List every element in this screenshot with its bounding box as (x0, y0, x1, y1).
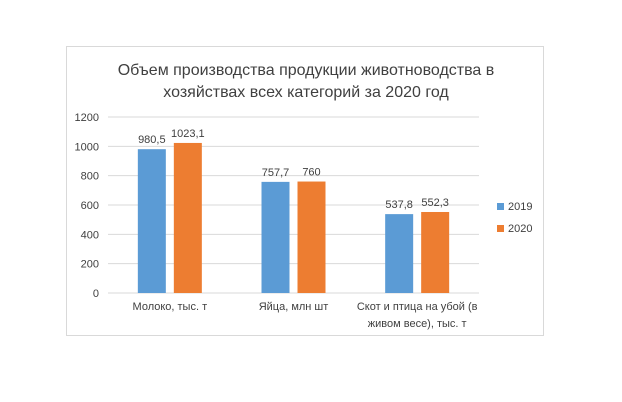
data-label-2020-0: 1023,1 (171, 128, 205, 140)
chart-title-line-1: хозяйствах всех категорий за 2020 год (163, 84, 449, 101)
y-tick-label-0: 0 (93, 288, 99, 300)
x-category-label-1-0: Яйца, млн шт (259, 301, 329, 313)
x-category-label-2-1: живом весе), тыс. т (368, 318, 467, 330)
y-tick-label-400: 400 (81, 229, 99, 241)
chart-frame: Объем производства продукции животноводс… (66, 46, 544, 336)
y-tick-label-800: 800 (81, 171, 99, 183)
legend-label-2019: 2019 (508, 201, 532, 213)
x-category-label-2-0: Скот и птица на убой (в (357, 301, 478, 313)
bar-2020-1 (297, 181, 326, 293)
y-tick-label-1000: 1000 (75, 141, 99, 153)
bar-2020-0 (173, 142, 202, 293)
y-tick-label-600: 600 (81, 200, 99, 212)
data-label-2020-2: 552,3 (421, 197, 449, 209)
chart-title-line-0: Объем производства продукции животноводс… (118, 62, 495, 79)
bar-2020-2 (421, 211, 450, 293)
legend-swatch-2019 (497, 203, 504, 210)
y-tick-label-200: 200 (81, 259, 99, 271)
x-category-label-0-0: Молоко, тыс. т (133, 301, 208, 313)
bar-2019-1 (261, 181, 290, 293)
y-tick-label-1200: 1200 (75, 112, 99, 124)
bar-2019-2 (385, 214, 414, 293)
data-label-2019-1: 757,7 (262, 167, 290, 179)
legend-label-2020: 2020 (508, 223, 532, 235)
data-label-2019-2: 537,8 (385, 199, 413, 211)
bar-2019-0 (137, 149, 166, 293)
data-label-2019-0: 980,5 (138, 134, 166, 146)
legend-swatch-2020 (497, 225, 504, 232)
data-label-2020-1: 760 (302, 167, 320, 179)
chart-svg: Объем производства продукции животноводс… (75, 62, 533, 330)
